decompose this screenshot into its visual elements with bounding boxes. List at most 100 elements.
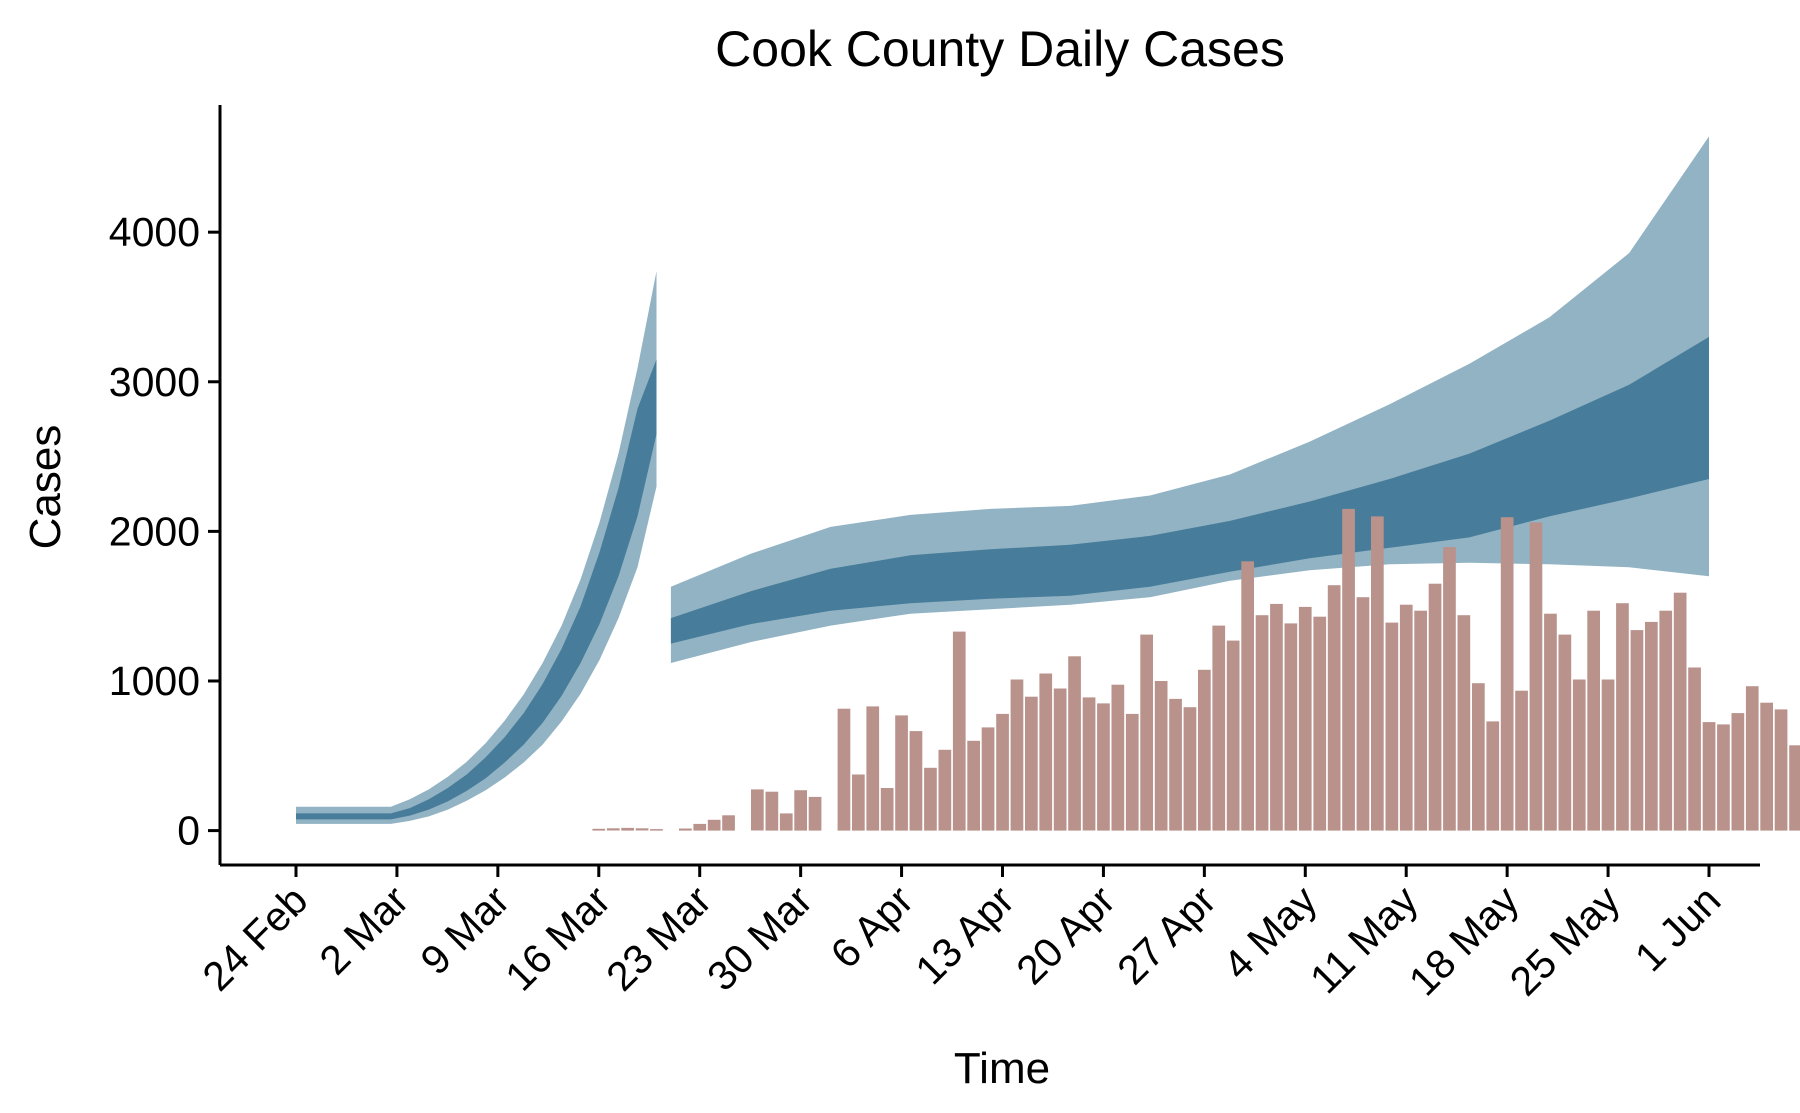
daily-cases-bar <box>779 813 793 831</box>
daily-cases-bar <box>981 727 995 831</box>
daily-cases-bar <box>722 815 735 831</box>
daily-cases-bar <box>1472 683 1485 831</box>
daily-cases-bar <box>1601 679 1615 831</box>
daily-cases-bar <box>707 819 721 831</box>
daily-cases-bar <box>895 715 908 831</box>
x-tick-label: 18 May <box>1400 876 1528 1004</box>
x-tick-label: 16 Mar <box>496 877 619 1000</box>
daily-cases-bar <box>1053 688 1067 831</box>
daily-cases-bar <box>606 828 620 831</box>
y-tick-label: 0 <box>177 808 200 854</box>
daily-cases-bar <box>996 713 1009 831</box>
x-tick-label: 13 Apr <box>907 877 1023 993</box>
daily-cases-bar <box>693 823 707 831</box>
daily-cases-bar <box>1169 698 1182 831</box>
daily-cases-bar <box>1385 622 1399 831</box>
daily-cases-bar <box>1745 686 1759 831</box>
daily-cases-bar <box>1356 597 1370 831</box>
daily-cases-bar <box>650 829 663 831</box>
daily-cases-bar <box>635 828 649 831</box>
x-tick-label: 11 May <box>1301 876 1427 1002</box>
daily-cases-bar <box>1414 610 1427 831</box>
projection-inner-band-2 <box>670 336 1709 644</box>
daily-cases-bar <box>952 631 966 831</box>
daily-cases-bar <box>1688 667 1701 831</box>
y-axis-title: Cases <box>21 425 70 550</box>
x-tick-label: 27 Apr <box>1108 877 1224 993</box>
daily-cases-bar <box>1342 508 1355 831</box>
y-tick-label: 1000 <box>109 658 200 704</box>
y-tick-label: 2000 <box>109 508 200 554</box>
daily-cases-bar <box>1226 640 1240 831</box>
daily-cases-bar <box>1125 713 1139 831</box>
daily-cases-bar <box>1558 634 1572 831</box>
projection-bands <box>296 136 1709 824</box>
daily-cases-bar <box>1659 610 1673 831</box>
daily-cases-bar <box>852 774 865 831</box>
daily-cases-bar <box>592 828 606 831</box>
daily-cases-bar <box>967 740 980 831</box>
observed-bars <box>592 508 1800 831</box>
daily-cases-bar <box>1025 696 1038 831</box>
daily-cases-bar <box>938 749 952 831</box>
daily-cases-bar <box>1154 681 1168 831</box>
daily-cases-bar <box>1529 522 1543 831</box>
x-tick-label: 2 Mar <box>311 877 418 984</box>
x-tick-label: 23 Mar <box>597 877 720 1000</box>
daily-cases-bar <box>1097 703 1110 831</box>
daily-cases-bar <box>837 708 851 831</box>
daily-cases-bar <box>1212 625 1226 831</box>
daily-cases-bar <box>1486 721 1500 831</box>
daily-cases-bar <box>1572 679 1586 831</box>
projection-inner-band-1 <box>296 359 657 820</box>
daily-cases-bar <box>679 828 692 831</box>
daily-cases-bar <box>765 791 779 831</box>
daily-cases-bar <box>1673 592 1687 831</box>
daily-cases-bar <box>621 827 634 831</box>
x-tick-label: 30 Mar <box>698 877 821 1000</box>
daily-cases-bar <box>1630 630 1644 831</box>
daily-cases-bar <box>924 767 937 831</box>
daily-cases-bar <box>1544 613 1557 831</box>
chart-title: Cook County Daily Cases <box>715 21 1285 77</box>
daily-cases-bar <box>1198 669 1211 831</box>
daily-cases-bar <box>1039 673 1053 831</box>
daily-cases-bar <box>1616 603 1629 831</box>
x-tick-label: 20 Apr <box>1007 877 1123 993</box>
daily-cases-bar <box>1313 616 1327 831</box>
daily-cases-bar <box>1111 684 1125 831</box>
daily-cases-bar <box>1774 709 1788 831</box>
daily-cases-bar <box>1717 724 1730 831</box>
daily-cases-bar <box>1443 547 1456 831</box>
daily-cases-bar <box>1789 745 1800 831</box>
daily-cases-bar <box>909 731 923 831</box>
daily-cases-bar <box>1068 656 1081 831</box>
daily-cases-bar <box>1500 517 1514 831</box>
daily-cases-bar <box>1760 702 1773 831</box>
daily-cases-bar <box>1515 690 1528 831</box>
daily-cases-bar <box>880 788 894 831</box>
daily-cases-bar <box>1183 707 1197 831</box>
daily-cases-bar <box>808 796 822 831</box>
daily-cases-bar <box>1270 603 1283 831</box>
daily-cases-bar <box>1298 606 1312 831</box>
daily-cases-bar <box>1587 610 1600 831</box>
daily-cases-bar <box>1457 615 1471 831</box>
daily-cases-bar <box>1284 623 1298 831</box>
daily-cases-bar <box>1082 697 1096 831</box>
y-tick-label: 4000 <box>109 209 200 255</box>
daily-cases-bar <box>1255 615 1269 831</box>
daily-cases-bar <box>1731 713 1745 831</box>
y-tick-label: 3000 <box>109 359 200 405</box>
x-tick-label: 24 Feb <box>194 877 317 1000</box>
daily-cases-bar <box>1371 516 1384 831</box>
x-axis-title: Time <box>954 1044 1050 1093</box>
daily-cases-bar <box>1010 679 1024 831</box>
daily-cases-bar <box>1399 604 1413 831</box>
daily-cases-bar <box>1327 585 1341 831</box>
daily-cases-bar <box>866 706 880 831</box>
daily-cases-bar <box>1140 634 1153 831</box>
y-axis-ticks: 0 1000 2000 3000 4000 <box>109 209 220 854</box>
